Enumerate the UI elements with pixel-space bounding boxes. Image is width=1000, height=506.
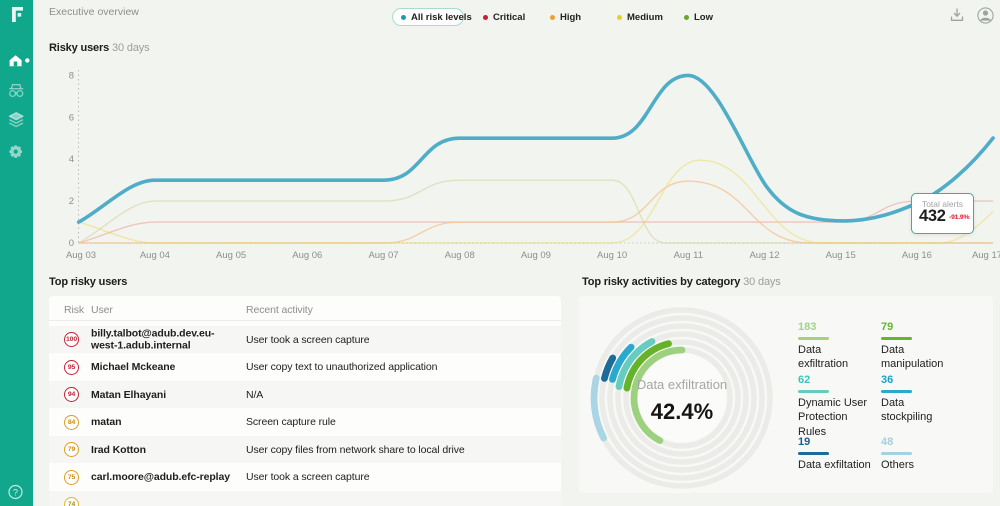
svg-text:Aug 11: Aug 11 — [674, 250, 703, 261]
svg-text:6: 6 — [69, 112, 74, 123]
svg-text:?: ? — [13, 488, 18, 498]
svg-text:Aug 17: Aug 17 — [972, 250, 1000, 261]
svg-text:Aug 04: Aug 04 — [140, 250, 170, 261]
svg-text:Aug 09: Aug 09 — [521, 250, 551, 261]
svg-text:42.4%: 42.4% — [651, 399, 713, 424]
svg-text:Aug 15: Aug 15 — [826, 250, 856, 261]
svg-text:Aug 10: Aug 10 — [597, 250, 627, 261]
svg-text:4: 4 — [69, 154, 74, 165]
svg-text:Aug 05: Aug 05 — [216, 250, 246, 261]
svg-text:Aug 06: Aug 06 — [292, 250, 322, 261]
svg-text:Data exfiltration: Data exfiltration — [637, 377, 727, 392]
svg-text:0: 0 — [69, 238, 74, 249]
svg-text:Aug 12: Aug 12 — [749, 250, 779, 261]
svg-text:8: 8 — [69, 70, 74, 81]
svg-text:Aug 07: Aug 07 — [368, 250, 398, 261]
svg-text:2: 2 — [69, 196, 74, 207]
svg-text:Aug 08: Aug 08 — [445, 250, 475, 261]
svg-text:Aug 03: Aug 03 — [66, 250, 96, 261]
svg-text:Aug 16: Aug 16 — [902, 250, 932, 261]
